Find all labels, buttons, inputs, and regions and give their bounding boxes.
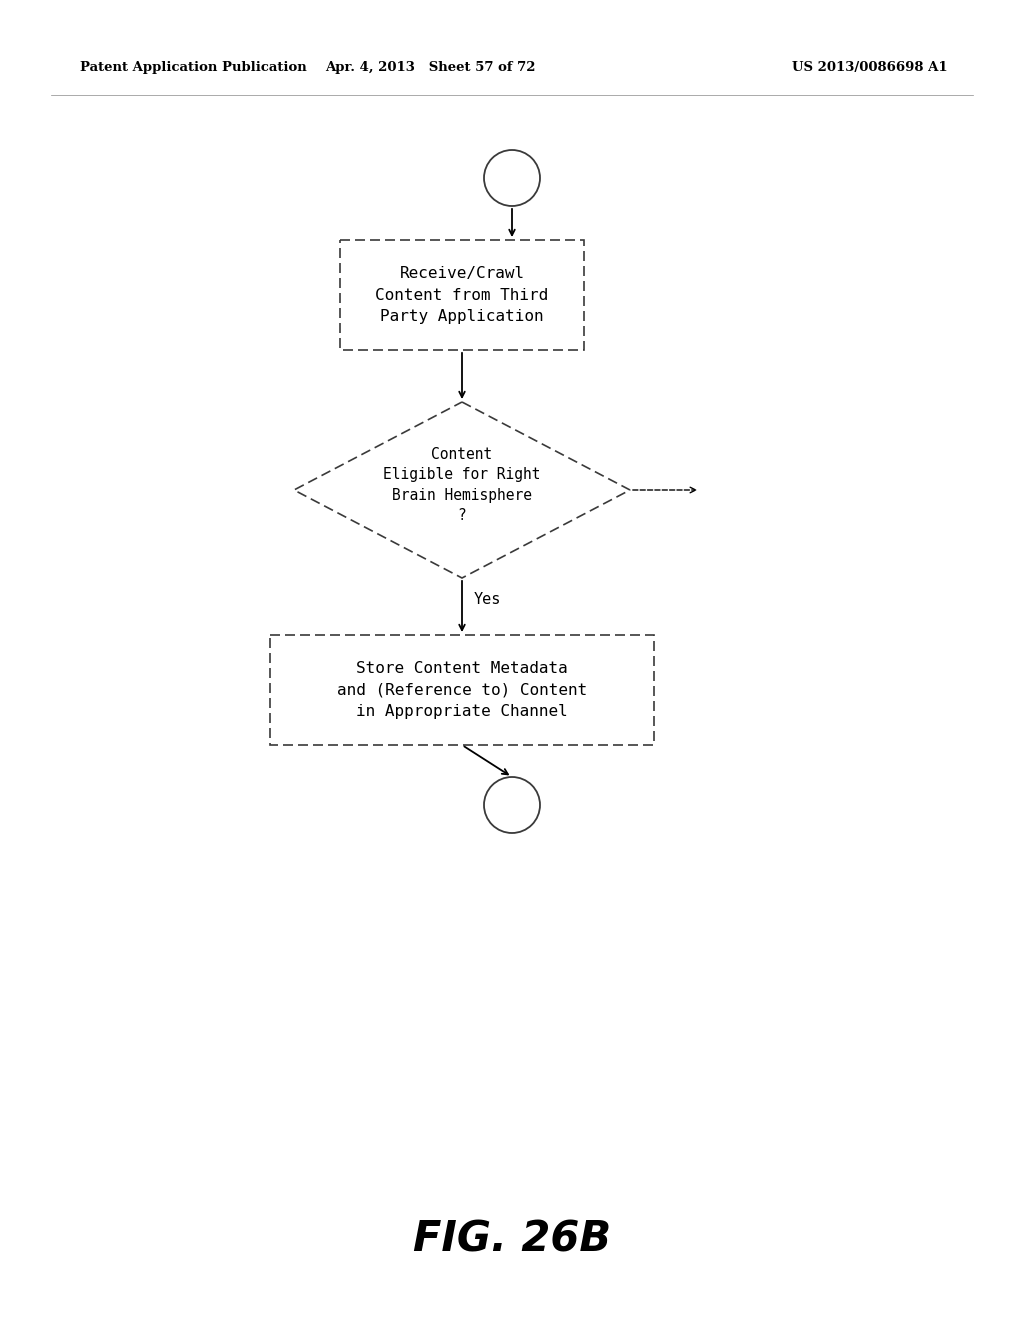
FancyBboxPatch shape	[340, 240, 584, 350]
Polygon shape	[294, 403, 630, 578]
Text: FIG. 26B: FIG. 26B	[413, 1218, 611, 1261]
Text: Store Content Metadata
and (Reference to) Content
in Appropriate Channel: Store Content Metadata and (Reference to…	[337, 661, 587, 719]
Text: Receive/Crawl
Content from Third
Party Application: Receive/Crawl Content from Third Party A…	[376, 265, 549, 325]
Text: Content
Eligible for Right
Brain Hemisphere
?: Content Eligible for Right Brain Hemisph…	[383, 447, 541, 523]
Text: Patent Application Publication: Patent Application Publication	[80, 62, 307, 74]
Text: Yes: Yes	[474, 593, 502, 607]
Text: US 2013/0086698 A1: US 2013/0086698 A1	[793, 62, 948, 74]
FancyBboxPatch shape	[270, 635, 654, 744]
Text: Apr. 4, 2013   Sheet 57 of 72: Apr. 4, 2013 Sheet 57 of 72	[325, 62, 536, 74]
